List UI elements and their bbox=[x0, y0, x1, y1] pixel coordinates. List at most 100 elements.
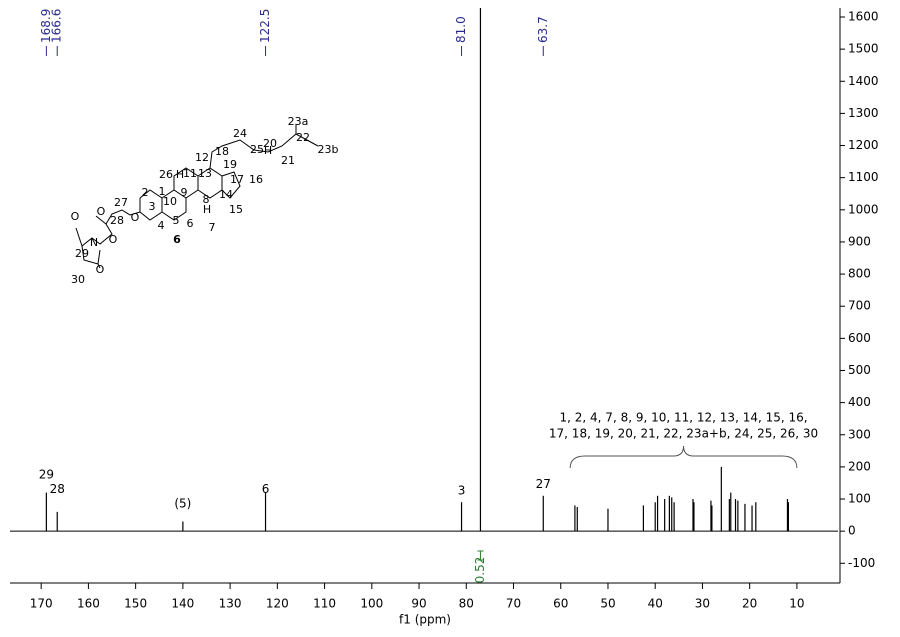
y-tick-label: 700 bbox=[848, 299, 871, 313]
peak-pick-label: 168.9 bbox=[39, 9, 53, 43]
x-tick-label: 140 bbox=[171, 597, 194, 611]
brace-label: 17, 18, 19, 20, 21, 22, 23a+b, 24, 25, 2… bbox=[549, 427, 818, 441]
ring-c bbox=[173, 167, 199, 199]
brace bbox=[569, 445, 798, 469]
bond bbox=[97, 263, 101, 269]
atom-label: 17 bbox=[230, 173, 244, 186]
spectrum bbox=[10, 8, 838, 532]
peak-pick-label: 122.5 bbox=[258, 9, 272, 43]
atom-label: 7 bbox=[209, 221, 216, 234]
y-tick-label: 1200 bbox=[848, 138, 879, 152]
x-tick-label: 130 bbox=[219, 597, 242, 611]
atom-label: O bbox=[131, 211, 140, 224]
peak-pick-label: 81.0 bbox=[454, 16, 468, 43]
brace-label: 1, 2, 4, 7, 8, 9, 10, 11, 12, 13, 14, 15… bbox=[560, 411, 808, 425]
y-tick-label: 300 bbox=[848, 427, 871, 441]
x-tick-label: 100 bbox=[360, 597, 383, 611]
atom-label: 19 bbox=[223, 158, 237, 171]
atom-label: 8 bbox=[203, 193, 210, 206]
y-tick-label: 100 bbox=[848, 492, 871, 506]
peak-pick-label: 63.7 bbox=[536, 16, 550, 43]
x-tick-label: 40 bbox=[648, 597, 663, 611]
atom-label: N bbox=[90, 236, 98, 249]
peak-assignment: 28 bbox=[50, 482, 65, 496]
x-axis-label: f1 (ppm) bbox=[399, 613, 451, 627]
ring-d bbox=[221, 171, 241, 199]
y-tick-label: 400 bbox=[848, 395, 871, 409]
atom-label: 22 bbox=[296, 131, 310, 144]
atom-label: 16 bbox=[249, 173, 263, 186]
x-tick-label: 90 bbox=[411, 597, 426, 611]
y-tick-label: -100 bbox=[848, 556, 875, 570]
x-tick-label: 110 bbox=[313, 597, 336, 611]
y-tick-label: 200 bbox=[848, 459, 871, 473]
y-tick-label: 900 bbox=[848, 234, 871, 248]
atom-label: 21 bbox=[281, 154, 295, 167]
atom-label: 23a bbox=[288, 115, 309, 128]
atom-label: 14 bbox=[219, 188, 233, 201]
axes: f1 (ppm) bbox=[10, 8, 841, 627]
atom-label: 15 bbox=[229, 203, 243, 216]
atom-label: 30 bbox=[71, 273, 85, 286]
x-tick-label: 60 bbox=[553, 597, 568, 611]
atom-label: 1 bbox=[159, 185, 166, 198]
atom-label: 6 bbox=[173, 233, 181, 246]
y-tick-label: 500 bbox=[848, 363, 871, 377]
bond bbox=[75, 227, 83, 247]
y-tick-label: 0 bbox=[848, 524, 856, 538]
ester-chain bbox=[81, 209, 141, 265]
bond bbox=[95, 215, 107, 225]
atom-label: 5 bbox=[173, 214, 180, 227]
atom-label: H bbox=[203, 203, 211, 216]
atom-label: H bbox=[264, 144, 272, 157]
atom-label: 25 bbox=[250, 143, 264, 156]
atom-label: 23b bbox=[318, 143, 339, 156]
atom-label: O bbox=[97, 205, 106, 218]
atom-label: 9 bbox=[181, 186, 188, 199]
x-tick-label: 170 bbox=[30, 597, 53, 611]
y-tick-label: 1500 bbox=[848, 42, 879, 56]
integral-label: 0.52 bbox=[473, 557, 487, 584]
atom-label: 26 bbox=[159, 168, 173, 181]
x-tick-label: 50 bbox=[600, 597, 615, 611]
peak-assignment: (5) bbox=[174, 496, 191, 510]
atom-label: 20 bbox=[263, 137, 277, 150]
atom-label: 24 bbox=[233, 127, 247, 140]
peak-pick-label: 166.6 bbox=[50, 9, 64, 43]
x-tick-label: 80 bbox=[459, 597, 474, 611]
x-tick-label: 70 bbox=[506, 597, 521, 611]
atom-label: 2 bbox=[142, 186, 149, 199]
atom-label: 12 bbox=[195, 151, 209, 164]
peak-assignment: 6 bbox=[262, 482, 270, 496]
atom-label: O bbox=[109, 233, 118, 246]
peak-assignment: 3 bbox=[458, 483, 466, 497]
atom-label: O bbox=[96, 263, 105, 276]
x-tick-label: 160 bbox=[77, 597, 100, 611]
x-tick-label: 30 bbox=[695, 597, 710, 611]
side-chain bbox=[209, 133, 319, 169]
atom-label: 13 bbox=[198, 167, 212, 180]
y-tick-label: 1600 bbox=[848, 9, 879, 23]
y-tick-label: 1100 bbox=[848, 170, 879, 184]
atom-label: 10 bbox=[163, 195, 177, 208]
x-tick-label: 150 bbox=[124, 597, 147, 611]
atom-label: 28 bbox=[110, 214, 124, 227]
y-tick-label: 1000 bbox=[848, 202, 879, 216]
peak-assignment: 27 bbox=[536, 477, 551, 491]
atom-label: H bbox=[176, 168, 184, 181]
atom-label: 6 bbox=[187, 217, 194, 230]
y-tick-label: 600 bbox=[848, 331, 871, 345]
atom-label: 3 bbox=[149, 200, 156, 213]
peak-assignment: 29 bbox=[39, 467, 54, 481]
y-tick-label: 800 bbox=[848, 267, 871, 281]
atom-label: 27 bbox=[114, 196, 128, 209]
atom-label: 4 bbox=[158, 219, 165, 232]
x-tick-label: 10 bbox=[789, 597, 804, 611]
x-tick-label: 120 bbox=[266, 597, 289, 611]
ring-c2 bbox=[197, 167, 223, 199]
atom-label: 18 bbox=[215, 145, 229, 158]
x-tick-label: 20 bbox=[742, 597, 757, 611]
integral-bracket bbox=[477, 550, 484, 561]
